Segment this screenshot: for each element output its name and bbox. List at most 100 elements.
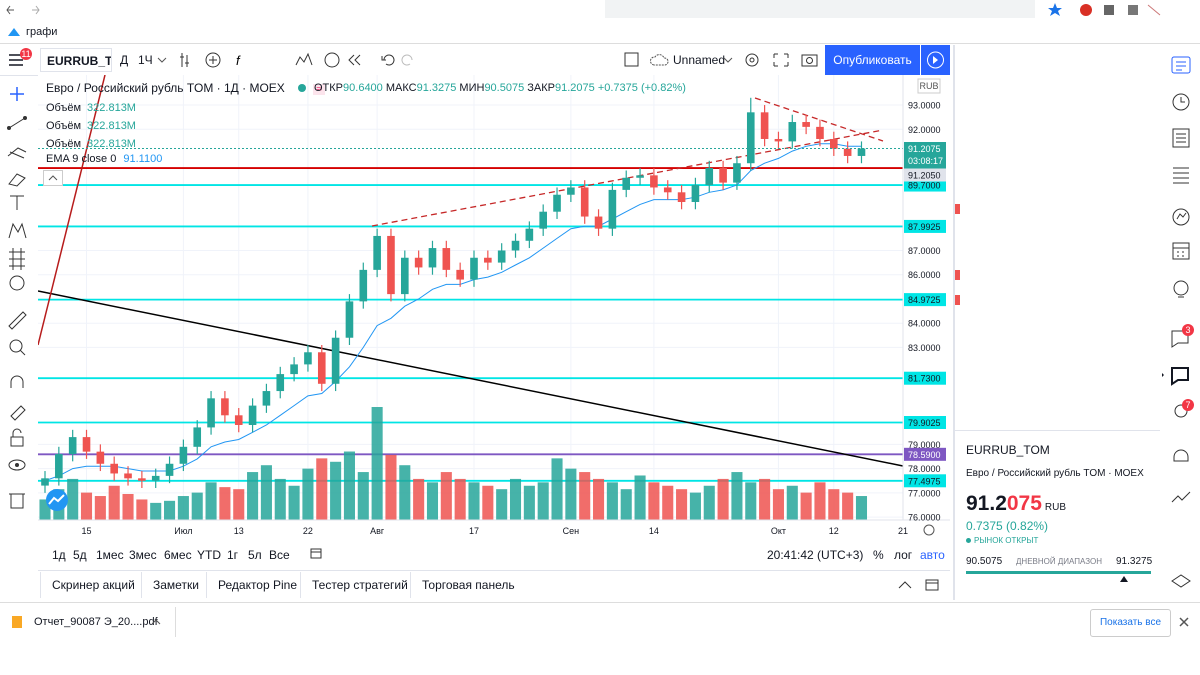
date-range-icon[interactable] <box>309 546 323 560</box>
candle-body <box>96 451 105 464</box>
tab-separator <box>410 572 411 598</box>
play-button[interactable] <box>921 45 950 75</box>
range-button[interactable]: 1д <box>52 548 66 562</box>
toolbar-right-icons[interactable] <box>722 51 822 69</box>
panel-description: Евро / Российский рубль TOM · MOEX <box>966 468 1144 479</box>
candles <box>38 97 903 493</box>
collapse-button[interactable] <box>43 170 63 186</box>
candle-body <box>193 427 202 447</box>
legend-title-row: Евро / Российский рубль TOM · 1Д · MOEX … <box>46 81 325 95</box>
high-value: 91.3275 <box>416 82 457 94</box>
symbol-search[interactable]: EURRUB_TC <box>40 48 112 72</box>
tab[interactable]: Заметки <box>153 578 199 592</box>
scroll-marker <box>955 295 960 305</box>
download-menu[interactable] <box>151 618 161 626</box>
y-tick-label: 93.0000 <box>908 101 941 111</box>
volume-bar <box>689 492 701 520</box>
close-download-bar[interactable] <box>1178 616 1190 628</box>
show-all-button[interactable]: Показать все <box>1090 609 1171 637</box>
y-tick-label: 92.0000 <box>908 125 941 135</box>
range-bar: 1д 5д 1мес 3мес 6мес YTD 1г 5л Все <box>38 545 950 565</box>
volume-bar <box>357 472 369 520</box>
volume-bar <box>814 482 826 520</box>
interval[interactable]: 1Ч <box>138 53 153 67</box>
close-label: ЗАКР <box>527 82 555 94</box>
bookmark-bar: графи <box>0 21 1200 44</box>
panel-controls[interactable] <box>896 578 946 592</box>
extensions[interactable] <box>1048 2 1198 18</box>
volume-bar <box>745 482 757 520</box>
level-label: 87.9925 <box>908 222 941 232</box>
volume-bar <box>606 482 618 520</box>
ema-value: 91.1100 <box>123 153 163 165</box>
toolbar-icons[interactable]: f <box>156 51 616 69</box>
dashed-trend-line <box>754 97 884 142</box>
candle-body <box>677 192 686 203</box>
drawing-toolbar[interactable] <box>0 76 34 516</box>
logo <box>46 489 68 511</box>
chart[interactable]: RUB 93.0000 92.0000 87.0000 86.0000 84.0000 8… <box>38 75 950 545</box>
interval-unit[interactable]: Д <box>120 53 129 67</box>
x-tick-label: 12 <box>829 526 839 536</box>
candle-body <box>691 185 700 203</box>
volume-bar <box>454 478 466 520</box>
tab[interactable]: Редактор Pine <box>218 578 298 592</box>
open-label: ОТКР <box>314 82 344 94</box>
volume-bar <box>122 493 134 520</box>
range-label: ДНЕВНОЙ ДИАПАЗОН <box>1016 557 1102 566</box>
level-label-box <box>904 474 946 488</box>
y-tick-label: 86.0000 <box>908 270 941 280</box>
nav-arrows[interactable] <box>6 3 46 17</box>
volume-bar <box>150 502 162 520</box>
settings-icon[interactable] <box>923 524 935 536</box>
candle-body <box>567 187 575 195</box>
publish-button[interactable]: Опубликовать <box>825 45 920 75</box>
x-tick-label: 21 <box>898 526 908 536</box>
tab[interactable]: Тестер стратегий <box>312 578 408 592</box>
candle-body <box>234 415 243 425</box>
candle-body <box>165 463 174 476</box>
candle-body <box>580 187 589 217</box>
candle-body <box>41 478 49 486</box>
range-button[interactable]: 1мес <box>96 548 124 562</box>
range-button[interactable]: 5л <box>248 548 262 562</box>
percent-toggle[interactable]: % <box>873 548 884 562</box>
range-button[interactable]: 6мес <box>164 548 192 562</box>
auto-toggle[interactable]: авто <box>920 548 945 562</box>
volume-legend: Объём 322.813M Объём 322.813M Объём 322.813M <box>46 99 136 153</box>
volume-bar <box>593 478 605 520</box>
levels <box>38 167 903 482</box>
candle-body <box>484 257 492 263</box>
layout-name[interactable]: Unnamed <box>673 53 726 67</box>
range-bar-fill <box>966 571 1151 574</box>
candle-body <box>428 248 437 268</box>
log-toggle[interactable]: лог <box>894 548 913 562</box>
volume-bar <box>288 485 300 520</box>
range-button[interactable]: 3мес <box>129 548 157 562</box>
volume-bar <box>482 485 494 520</box>
range-button[interactable]: 1г <box>227 548 239 562</box>
tab[interactable]: Торговая панель <box>422 578 515 592</box>
volume-label: Объём <box>46 138 82 150</box>
candle-body <box>816 126 824 139</box>
tab[interactable]: Скринер акций <box>52 578 135 592</box>
candle-body <box>82 437 91 452</box>
y-tick-label: 87.0000 <box>908 246 941 256</box>
address-bar[interactable] <box>605 0 1035 18</box>
x-tick-label: 22 <box>303 526 313 536</box>
widget-bar[interactable] <box>1162 45 1200 605</box>
panel-symbol[interactable]: EURRUB_TOM <box>966 443 1050 457</box>
range-button[interactable]: YTD <box>197 548 221 562</box>
range-button[interactable]: Все <box>269 548 290 562</box>
market-status: РЫНОК ОТКРЫТ <box>966 536 1038 545</box>
open-value: 90.6400 <box>343 82 383 94</box>
range-button[interactable]: 5д <box>73 548 87 562</box>
bookmark-label[interactable]: графи <box>26 26 58 38</box>
select-icon[interactable] <box>623 51 641 69</box>
volume-bar <box>164 500 176 520</box>
candle-body <box>456 269 464 280</box>
download-file[interactable]: Отчет_90087 Э_20....pdf <box>34 616 158 628</box>
volume-bar <box>177 496 189 520</box>
volume-label: Объём <box>46 102 82 114</box>
status-text: РЫНОК ОТКРЫТ <box>974 536 1039 545</box>
